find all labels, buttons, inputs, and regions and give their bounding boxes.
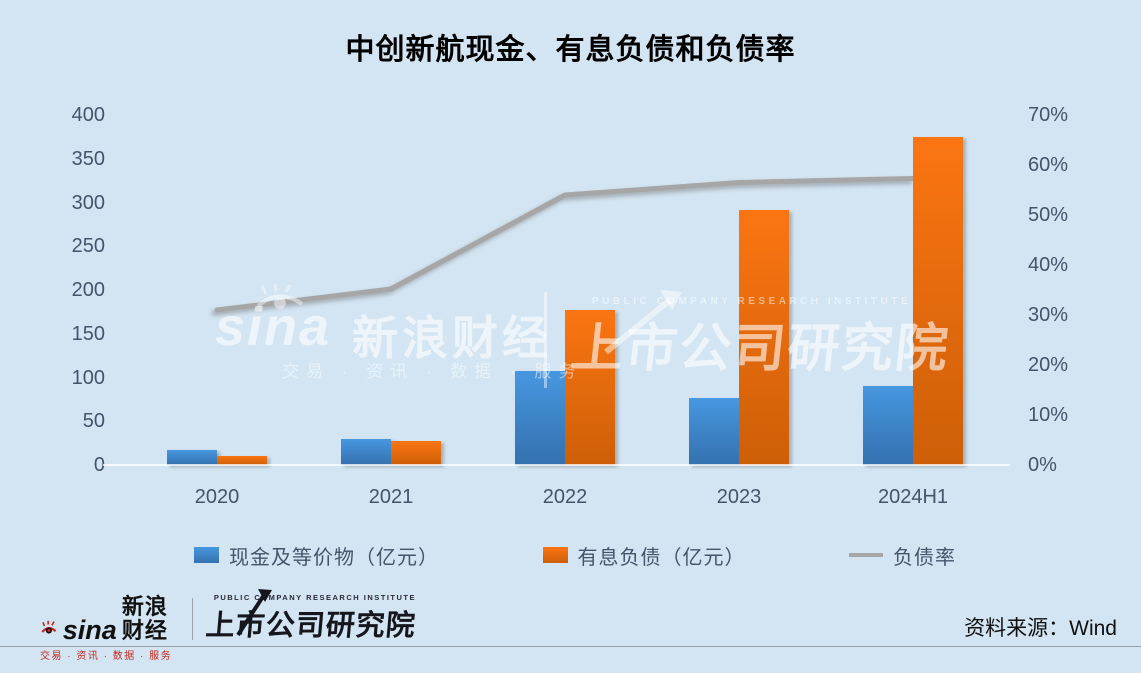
x-axis-label: 2024H1 bbox=[877, 486, 949, 508]
right-axis-tick: 30% bbox=[1028, 304, 1069, 326]
cash-bar bbox=[689, 397, 739, 465]
left-axis-tick: 250 bbox=[71, 235, 105, 258]
x-axis-label: 2022 bbox=[542, 486, 588, 508]
cash-bar bbox=[863, 386, 913, 466]
footer-divider bbox=[192, 598, 193, 640]
zero-baseline bbox=[103, 464, 1010, 466]
research-institute-logo: PUBLIC COMPANY RESEARCH INSTITUTE 上市公司研究… bbox=[204, 589, 417, 644]
left-axis-tick: 50 bbox=[82, 410, 105, 433]
footer-hairline bbox=[0, 646, 1141, 647]
cash-bar bbox=[515, 370, 565, 465]
left-axis-tick: 400 bbox=[71, 104, 105, 126]
sina-finance-logo: sina 新浪财经 交易 · 资讯 · 数据 · 服务 bbox=[40, 594, 190, 663]
right-axis-tick: 20% bbox=[1028, 354, 1069, 376]
debt-bar bbox=[391, 440, 441, 465]
left-axis-tick: 100 bbox=[71, 366, 105, 389]
right-axis-tick: 60% bbox=[1028, 154, 1069, 176]
sina-wordmark: sina bbox=[62, 615, 117, 645]
left-axis-tick: 200 bbox=[71, 279, 105, 301]
left-axis-tick: 350 bbox=[71, 147, 105, 170]
right-axis-tick: 10% bbox=[1028, 404, 1069, 426]
legend-color-swatch bbox=[194, 547, 219, 563]
legend-label: 负债率 bbox=[893, 546, 956, 569]
right-y-axis: 70% 60% 50% 40% 30% 20% 10% 0% bbox=[1028, 102, 1113, 478]
x-axis-label: 2021 bbox=[368, 486, 414, 508]
right-axis-tick: 40% bbox=[1028, 254, 1069, 276]
cash-bar bbox=[167, 450, 217, 465]
legend-item: 负债率 bbox=[849, 541, 956, 570]
debt-ratio-line bbox=[214, 176, 916, 313]
left-axis-tick: 0 bbox=[93, 454, 105, 476]
left-y-axis: 400 350 300 250 200 150 100 50 0 bbox=[40, 102, 105, 478]
cash-bar bbox=[341, 438, 391, 466]
sina-tagline: 交易 · 资讯 · 数据 · 服务 bbox=[40, 651, 173, 662]
left-axis-tick: 300 bbox=[71, 191, 105, 214]
legend-label: 现金及等价物（亿元） bbox=[229, 546, 439, 569]
legend-item: 现金及等价物（亿元） bbox=[194, 541, 439, 570]
right-axis-tick: 70% bbox=[1028, 104, 1069, 126]
left-axis-tick: 150 bbox=[71, 322, 105, 345]
arrow-up-icon bbox=[236, 589, 272, 637]
right-axis-tick: 0% bbox=[1028, 454, 1057, 476]
debt-bar bbox=[739, 209, 789, 465]
data-source: 资料来源：Wind bbox=[964, 617, 1117, 640]
plot-area bbox=[130, 115, 1000, 466]
legend-label: 有息负债（亿元） bbox=[577, 546, 746, 569]
sina-brand-name: 新浪财经 bbox=[121, 594, 168, 643]
chart-title: 中创新航现金、有息负债和负债率 bbox=[345, 34, 796, 66]
legend-color-swatch bbox=[542, 547, 568, 563]
debt-bar bbox=[565, 310, 615, 465]
debt-bar bbox=[217, 456, 267, 466]
debt-bar bbox=[913, 136, 963, 465]
legend-line-swatch bbox=[849, 553, 883, 557]
sina-eye-icon bbox=[41, 620, 57, 634]
x-axis-label: 2023 bbox=[716, 486, 762, 508]
right-axis-tick: 50% bbox=[1028, 204, 1069, 226]
chart-legend: 现金及等价物（亿元） 有息负债（亿元） 负债率 bbox=[194, 540, 956, 570]
legend-item: 有息负债（亿元） bbox=[542, 541, 746, 570]
institute-english-name: PUBLIC COMPANY RESEARCH INSTITUTE bbox=[213, 593, 416, 602]
x-axis-label: 2020 bbox=[194, 486, 240, 508]
x-axis: 2020 2021 2022 2023 2024H1 bbox=[130, 486, 1000, 509]
